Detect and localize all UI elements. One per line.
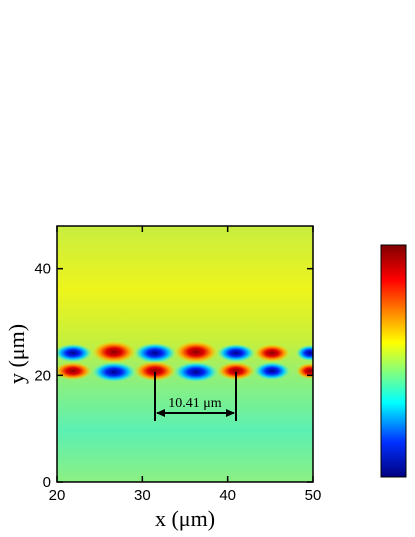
x-axis-label: x (μm) bbox=[155, 506, 215, 531]
measure-arrow bbox=[154, 372, 237, 421]
x-tick-label: 40 bbox=[219, 487, 236, 504]
y-tick-label: 20 bbox=[34, 367, 51, 384]
y-tick-label: 40 bbox=[34, 261, 51, 278]
colorbar bbox=[380, 244, 407, 478]
x-tick-label: 50 bbox=[305, 487, 322, 504]
y-axis-label: y (μm) bbox=[4, 324, 29, 384]
plot-frame bbox=[56, 225, 314, 483]
x-tick-label: 30 bbox=[134, 487, 151, 504]
field-map bbox=[57, 226, 313, 482]
y-tick-label: 0 bbox=[43, 474, 51, 491]
annotation: 10.41 μm bbox=[168, 396, 222, 411]
x-tick-label: 20 bbox=[49, 487, 66, 504]
